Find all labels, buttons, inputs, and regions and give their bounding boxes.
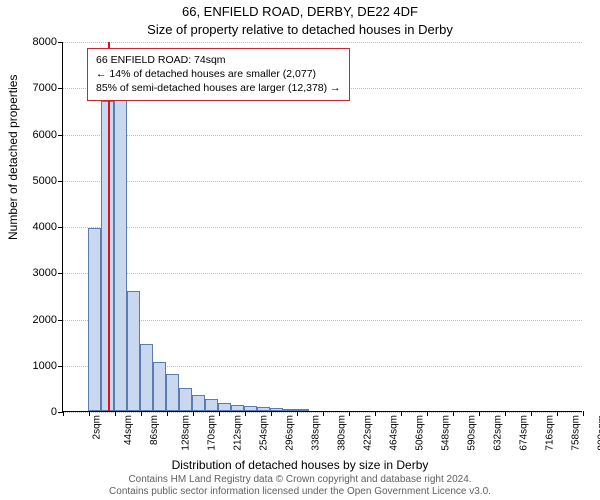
histogram-bar [218, 403, 231, 411]
plot-area: 0100020003000400050006000700080002sqm44s… [62, 42, 582, 412]
x-tick-label: 674sqm [519, 415, 530, 451]
y-gridline [63, 181, 582, 182]
y-tick-mark [58, 227, 63, 228]
y-tick-label: 1000 [33, 360, 57, 372]
histogram-bar [166, 374, 179, 411]
x-tick-label: 212sqm [233, 415, 244, 451]
x-tick-mark [63, 411, 64, 416]
x-tick-mark [141, 411, 142, 416]
histogram-bar [192, 395, 205, 411]
histogram-bar [153, 362, 166, 411]
x-tick-mark [453, 411, 454, 416]
y-axis-label: Number of detached properties [6, 75, 20, 240]
x-tick-label: 506sqm [415, 415, 426, 451]
y-gridline [63, 227, 582, 228]
x-tick-mark [427, 411, 428, 416]
y-tick-mark [58, 135, 63, 136]
x-tick-label: 338sqm [311, 415, 322, 451]
x-tick-mark [245, 411, 246, 416]
x-tick-mark [323, 411, 324, 416]
x-tick-mark [219, 411, 220, 416]
attribution-line2: Contains public sector information licen… [0, 486, 600, 498]
y-tick-mark [58, 88, 63, 89]
x-tick-label: 758sqm [571, 415, 582, 451]
x-tick-mark [193, 411, 194, 416]
attribution-text: Contains HM Land Registry data © Crown c… [0, 474, 600, 498]
x-tick-mark [401, 411, 402, 416]
y-gridline [63, 320, 582, 321]
x-axis-label: Distribution of detached houses by size … [0, 458, 600, 472]
y-tick-mark [58, 181, 63, 182]
x-tick-mark [115, 411, 116, 416]
x-tick-label: 464sqm [389, 415, 400, 451]
y-tick-mark [58, 42, 63, 43]
y-gridline [63, 135, 582, 136]
histogram-bar [88, 228, 101, 411]
x-tick-label: 86sqm [149, 415, 160, 445]
annotation-line2: ← 14% of detached houses are smaller (2,… [96, 67, 341, 81]
histogram-bar [140, 344, 153, 411]
x-tick-mark [89, 411, 90, 416]
x-tick-mark [375, 411, 376, 416]
annotation-line1: 66 ENFIELD ROAD: 74sqm [96, 53, 341, 67]
x-tick-mark [583, 411, 584, 416]
y-tick-mark [58, 273, 63, 274]
annotation-line3: 85% of semi-detached houses are larger (… [96, 81, 341, 95]
y-tick-label: 8000 [33, 36, 57, 48]
x-tick-mark [349, 411, 350, 416]
y-tick-label: 0 [51, 406, 57, 418]
x-tick-label: 422sqm [363, 415, 374, 451]
histogram-bar [257, 407, 270, 411]
x-tick-mark [557, 411, 558, 416]
x-tick-label: 170sqm [207, 415, 218, 451]
attribution-line1: Contains HM Land Registry data © Crown c… [0, 474, 600, 486]
x-tick-label: 296sqm [285, 415, 296, 451]
histogram-bar [179, 388, 192, 411]
histogram-bar [205, 399, 218, 411]
y-tick-label: 3000 [33, 267, 57, 279]
x-tick-mark [479, 411, 480, 416]
x-tick-mark [531, 411, 532, 416]
x-tick-label: 590sqm [467, 415, 478, 451]
y-tick-label: 7000 [33, 82, 57, 94]
y-tick-mark [58, 320, 63, 321]
x-tick-label: 254sqm [259, 415, 270, 451]
histogram-bar [231, 405, 244, 411]
histogram-bar [127, 291, 140, 411]
y-tick-label: 4000 [33, 221, 57, 233]
histogram-bar [114, 92, 127, 411]
x-tick-label: 632sqm [493, 415, 504, 451]
chart-title-sub: Size of property relative to detached ho… [0, 22, 600, 37]
y-gridline [63, 42, 582, 43]
x-tick-mark [297, 411, 298, 416]
x-tick-label: 716sqm [545, 415, 556, 451]
chart-title-main: 66, ENFIELD ROAD, DERBY, DE22 4DF [0, 4, 600, 19]
x-tick-mark [167, 411, 168, 416]
histogram-bar [283, 409, 296, 411]
x-tick-mark [505, 411, 506, 416]
chart-container: 66, ENFIELD ROAD, DERBY, DE22 4DF Size o… [0, 0, 600, 500]
y-tick-label: 5000 [33, 175, 57, 187]
y-gridline [63, 273, 582, 274]
y-tick-label: 2000 [33, 314, 57, 326]
y-tick-mark [58, 366, 63, 367]
annotation-box: 66 ENFIELD ROAD: 74sqm ← 14% of detached… [87, 48, 350, 101]
x-tick-label: 380sqm [337, 415, 348, 451]
x-tick-label: 2sqm [91, 415, 102, 439]
y-tick-label: 6000 [33, 129, 57, 141]
x-tick-label: 800sqm [597, 415, 600, 451]
x-tick-mark [271, 411, 272, 416]
x-tick-label: 548sqm [441, 415, 452, 451]
x-tick-label: 44sqm [123, 415, 134, 445]
x-tick-label: 128sqm [181, 415, 192, 451]
